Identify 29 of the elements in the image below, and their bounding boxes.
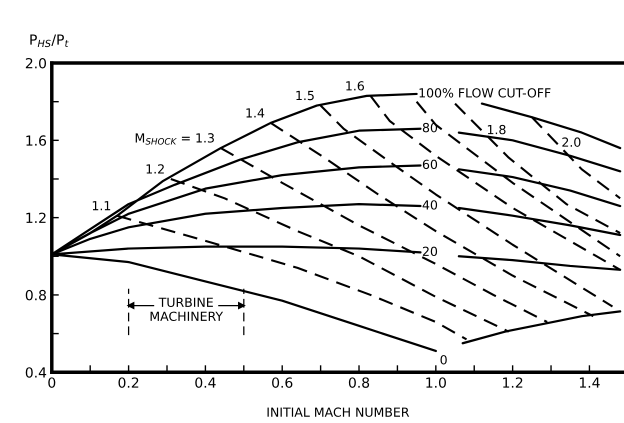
series-label: 1.8 bbox=[488, 124, 506, 134]
x-tick-label: 0.8 bbox=[348, 377, 370, 388]
x-tick-label: 1.4 bbox=[580, 378, 600, 388]
x-tick-label: 0 bbox=[48, 377, 56, 388]
series-label: 1.2 bbox=[146, 164, 164, 174]
series-label: 100% FLOW CUT-OFF bbox=[420, 88, 550, 98]
x-axis-title: INITIAL MACH NUMBER bbox=[268, 407, 410, 417]
series-label: M$_{SHOCK}$ = 1.3 bbox=[136, 133, 214, 145]
y-axis-title: P$_{HS}$/P$_{t}$ bbox=[30, 34, 69, 48]
series-label: 1.4 bbox=[246, 108, 264, 118]
x-tick-label: 0.2 bbox=[118, 377, 138, 388]
series-label: 2.0 bbox=[562, 137, 580, 147]
series-label: 0 bbox=[440, 355, 447, 365]
series-label: 1.5 bbox=[296, 90, 314, 100]
series-label: 40 bbox=[422, 200, 438, 210]
series-label: 60 bbox=[422, 160, 438, 170]
y-tick-label: 0.8 bbox=[26, 290, 46, 300]
x-tick-label: 1.0 bbox=[426, 377, 446, 388]
y-tick-label: 0.4 bbox=[26, 367, 46, 378]
y-tick-label: 1.2 bbox=[26, 212, 46, 223]
series-label: 20 bbox=[422, 246, 438, 256]
y-tick-label: 1.6 bbox=[26, 135, 46, 146]
series-label: 1.6 bbox=[346, 81, 364, 91]
series-label: 1.1 bbox=[92, 201, 110, 210]
y-tick-label: 2.0 bbox=[26, 58, 46, 68]
x-tick-label: 1.2 bbox=[503, 377, 522, 388]
x-tick-label: 0.4 bbox=[195, 377, 216, 388]
annotation: TURBINE MACHINERY bbox=[150, 298, 224, 322]
x-tick-label: 0.6 bbox=[272, 377, 292, 388]
